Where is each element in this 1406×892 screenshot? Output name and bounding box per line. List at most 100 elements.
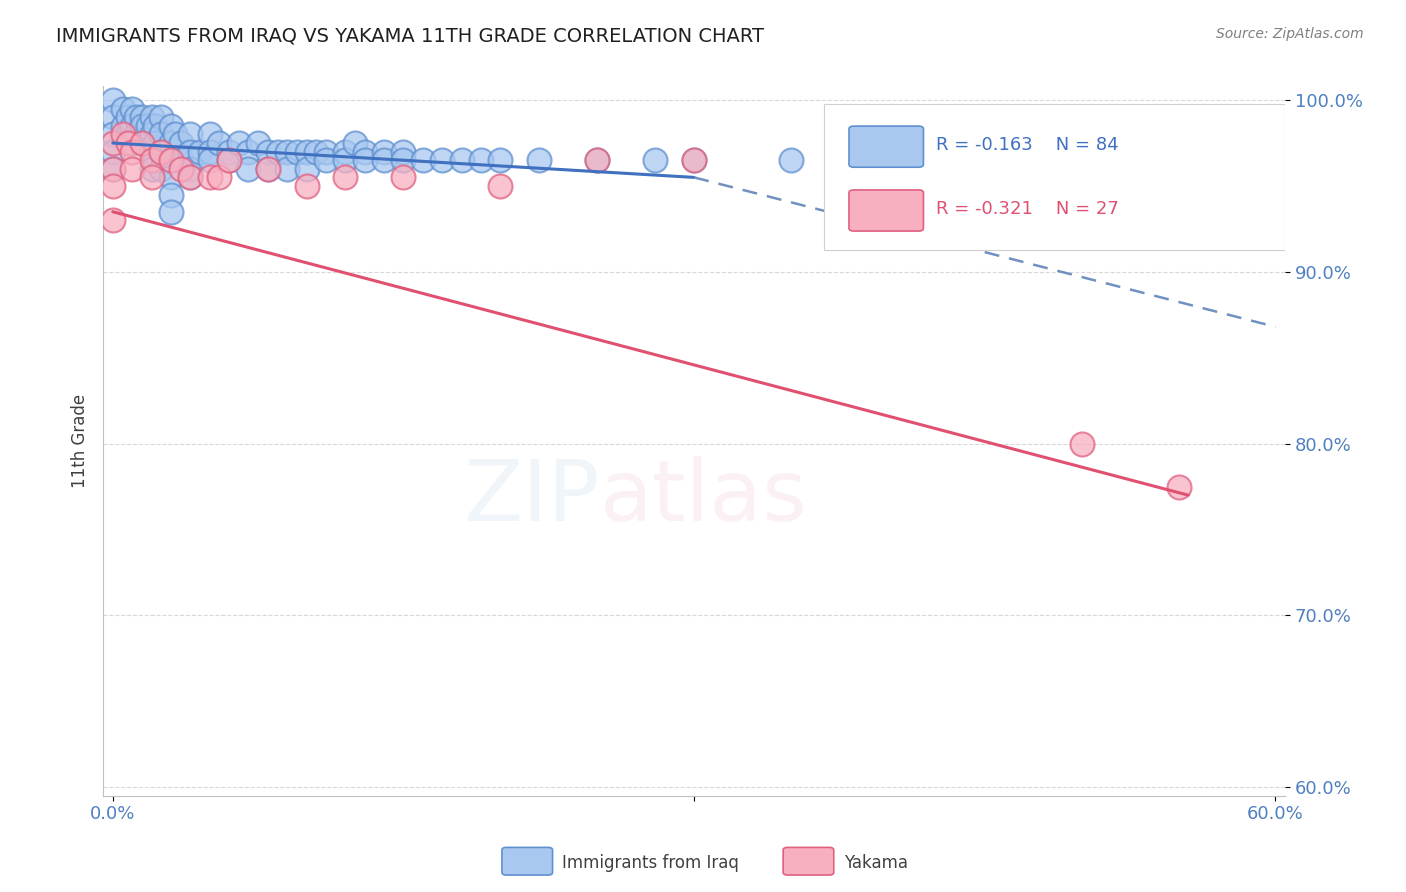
Point [101, 213, 124, 227]
Point [111, 128, 134, 142]
Point [315, 145, 337, 159]
Point [141, 161, 163, 176]
Point [179, 170, 201, 185]
Point [121, 119, 143, 133]
Point [111, 119, 134, 133]
FancyBboxPatch shape [849, 190, 924, 231]
Point [238, 161, 260, 176]
Point [586, 153, 609, 168]
Point [450, 153, 472, 168]
Point [131, 119, 153, 133]
Point [131, 136, 153, 150]
Point [780, 153, 803, 168]
Point [121, 161, 143, 176]
Text: Yakama: Yakama [844, 854, 908, 871]
Point [392, 145, 415, 159]
Point [125, 110, 148, 124]
Point [1167, 479, 1189, 493]
Point [101, 93, 124, 107]
Point [160, 170, 183, 185]
Point [150, 145, 173, 159]
Point [160, 136, 183, 150]
Point [1070, 436, 1092, 450]
Point [276, 161, 298, 176]
Point [101, 145, 124, 159]
Point [198, 153, 221, 168]
Point [141, 128, 163, 142]
Point [101, 136, 124, 150]
Point [136, 136, 159, 150]
Point [179, 145, 201, 159]
Point [256, 145, 278, 159]
Point [335, 145, 357, 159]
Point [256, 161, 278, 176]
Point [683, 153, 706, 168]
Point [160, 204, 183, 219]
Point [101, 110, 124, 124]
Point [335, 170, 357, 185]
Point [160, 153, 183, 168]
Point [141, 170, 163, 185]
Point [208, 170, 231, 185]
Point [392, 170, 415, 185]
Point [101, 161, 124, 176]
Point [101, 161, 124, 176]
Point [117, 136, 139, 150]
Point [169, 136, 191, 150]
Point [141, 110, 163, 124]
Text: R = -0.163    N = 84: R = -0.163 N = 84 [936, 136, 1119, 154]
Point [683, 153, 706, 168]
Point [150, 110, 173, 124]
Point [238, 145, 260, 159]
Point [644, 153, 666, 168]
Point [218, 153, 240, 168]
Point [163, 128, 186, 142]
Point [353, 153, 375, 168]
Point [353, 145, 375, 159]
Point [218, 153, 240, 168]
Point [276, 145, 298, 159]
Point [586, 153, 609, 168]
Point [877, 153, 900, 168]
Point [489, 179, 512, 194]
Point [179, 161, 201, 176]
Y-axis label: 11th Grade: 11th Grade [72, 394, 89, 488]
Point [160, 153, 183, 168]
Text: Immigrants from Iraq: Immigrants from Iraq [562, 854, 740, 871]
Point [305, 145, 328, 159]
Point [145, 119, 167, 133]
Point [266, 145, 288, 159]
Point [188, 145, 211, 159]
Point [160, 187, 183, 202]
Point [412, 153, 434, 168]
Point [285, 145, 308, 159]
Point [150, 128, 173, 142]
Point [315, 153, 337, 168]
Point [169, 153, 191, 168]
Point [117, 128, 139, 142]
Point [373, 153, 395, 168]
Point [136, 119, 159, 133]
Point [111, 102, 134, 116]
FancyBboxPatch shape [849, 126, 924, 167]
Point [218, 145, 240, 159]
Text: ZIP: ZIP [463, 457, 599, 540]
Point [295, 145, 318, 159]
Point [208, 136, 231, 150]
Point [228, 136, 250, 150]
Point [141, 145, 163, 159]
Point [169, 161, 191, 176]
Point [432, 153, 454, 168]
Point [527, 153, 550, 168]
Point [198, 145, 221, 159]
Point [256, 161, 278, 176]
Point [470, 153, 492, 168]
Point [131, 136, 153, 150]
Text: R = -0.321    N = 27: R = -0.321 N = 27 [936, 200, 1119, 218]
Point [121, 102, 143, 116]
Point [198, 128, 221, 142]
Point [117, 110, 139, 124]
Point [101, 179, 124, 194]
Point [295, 161, 318, 176]
Point [121, 136, 143, 150]
